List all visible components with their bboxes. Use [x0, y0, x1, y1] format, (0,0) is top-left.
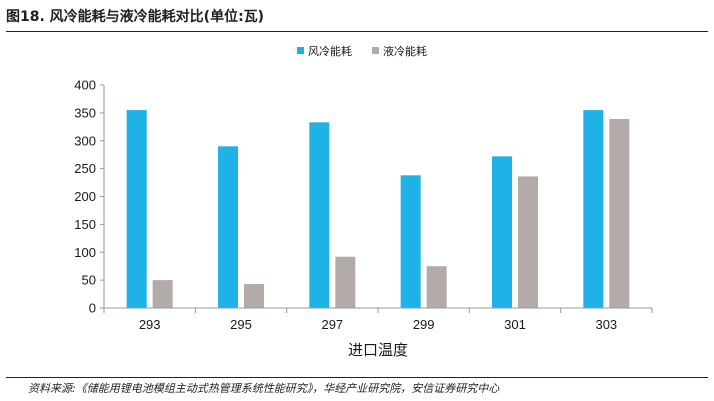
x-axis-label: 进口温度 — [348, 342, 408, 359]
bar-liquid-cooling — [335, 256, 356, 308]
x-tick-label: 301 — [504, 317, 526, 332]
y-tick-label: 150 — [74, 217, 96, 232]
x-tick-label: 299 — [413, 317, 435, 332]
x-tick-label: 293 — [139, 317, 161, 332]
y-tick-label: 50 — [82, 273, 96, 288]
y-tick-label: 350 — [74, 105, 96, 120]
bar-air-cooling — [492, 156, 512, 308]
y-tick-label: 100 — [74, 245, 96, 260]
x-tick-label: 303 — [595, 317, 617, 332]
legend: 风冷能耗 液冷能耗 — [297, 44, 427, 58]
bar-liquid-cooling — [426, 266, 447, 308]
bar-air-cooling — [309, 122, 330, 308]
legend-label: 风冷能耗 — [308, 44, 352, 58]
x-axis: 293 295 297 299 301 303 进口温度 — [103, 307, 653, 359]
bar-liquid-cooling — [152, 280, 173, 308]
bars — [126, 110, 630, 309]
x-tick-label: 295 — [230, 317, 252, 332]
y-tick-label: 250 — [74, 161, 96, 176]
y-tick-label: 0 — [89, 301, 96, 316]
title-divider — [6, 31, 708, 32]
bar-chart: 风冷能耗 液冷能耗 0 50 100 150 200 250 300 350 400 293 295… — [74, 44, 653, 359]
bar-liquid-cooling — [518, 176, 538, 308]
legend-swatch — [297, 47, 304, 54]
legend-swatch — [372, 47, 379, 54]
y-axis: 0 50 100 150 200 250 300 350 400 — [74, 78, 105, 316]
bar-air-cooling — [583, 110, 604, 309]
figure-title: 图18. 风冷能耗与液冷能耗对比(单位:瓦) — [6, 9, 265, 25]
source-divider — [6, 377, 708, 378]
y-tick-label: 400 — [74, 78, 96, 93]
bar-air-cooling — [218, 146, 238, 308]
x-tick-label: 297 — [321, 317, 343, 332]
bar-air-cooling — [400, 175, 421, 308]
y-tick-label: 200 — [74, 189, 96, 204]
y-tick-label: 300 — [74, 133, 96, 148]
legend-label: 液冷能耗 — [383, 44, 427, 58]
bar-liquid-cooling — [244, 284, 264, 308]
bar-air-cooling — [126, 110, 147, 309]
bar-liquid-cooling — [609, 119, 630, 308]
source-note: 资料来源:《储能用锂电池模组主动式热管理系统性能研究》，华经产业研究院，安信证券… — [28, 382, 500, 395]
